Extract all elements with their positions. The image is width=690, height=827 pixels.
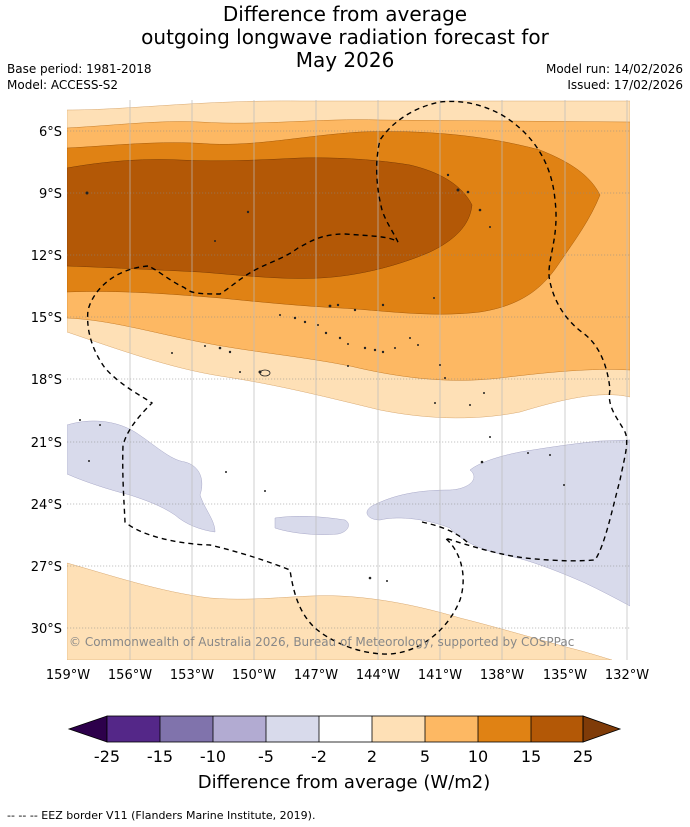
- lon-label: 138°W: [480, 668, 524, 683]
- lon-label: 159°W: [46, 668, 90, 683]
- graticule: [67, 130, 630, 629]
- colorbar-tick: 25: [573, 747, 593, 766]
- eez-legend-footer: -- -- -- EEZ border V11 (Flanders Marine…: [7, 809, 316, 822]
- copyright-credit: © Commonwealth of Australia 2026, Bureau…: [69, 635, 574, 649]
- colorbar: -25 -15 -10 -5 -2 2 5 10 15 25 Differenc…: [67, 715, 622, 793]
- colorbar-tick: 15: [521, 747, 541, 766]
- lat-label: 15°S: [31, 311, 62, 326]
- longitude-labels: 159°W 156°W 153°W 150°W 147°W 144°W 141°…: [46, 668, 649, 683]
- anomaly-band-15-to-25: [67, 157, 473, 279]
- lat-label: 9°S: [39, 187, 62, 202]
- colorbar-frame: [106, 715, 584, 743]
- lat-label: 21°S: [31, 436, 62, 451]
- colorbar-tick: -2: [311, 747, 327, 766]
- colorbar-bin: [266, 716, 319, 742]
- map-plot-area: [67, 100, 630, 660]
- lat-label: 24°S: [31, 498, 62, 513]
- anomaly-patch-neg2-to-neg5-east: [366, 439, 630, 607]
- colorbar-tick: 5: [420, 747, 430, 766]
- lat-label: 30°S: [31, 622, 62, 637]
- colorbar-tick: 10: [468, 747, 488, 766]
- colorbar-label: Difference from average (W/m2): [198, 772, 490, 793]
- island-outline: [259, 369, 271, 377]
- colorbar-bin: [319, 716, 372, 742]
- colorbar-tick: -5: [258, 747, 274, 766]
- colorbar-min-arrow: [67, 715, 108, 743]
- colorbar-bin: [425, 716, 478, 742]
- eez-borders: [86, 100, 628, 655]
- colorbar-bin: [531, 716, 583, 742]
- lon-label: 150°W: [232, 668, 276, 683]
- colorbar-bin: [372, 716, 425, 742]
- eez-border-pitcairn: [421, 521, 471, 546]
- anomaly-band-2-to-5-south: [67, 562, 613, 660]
- colorbar-bin: [160, 716, 213, 742]
- lon-label: 153°W: [170, 668, 214, 683]
- lat-label: 6°S: [39, 125, 62, 140]
- colorbar-ticks: -25 -15 -10 -5 -2 2 5 10 15 25: [94, 747, 593, 766]
- colorbar-tick: -25: [94, 747, 120, 766]
- meridians: [129, 100, 628, 660]
- colorbar-bin: [213, 716, 266, 742]
- lat-label: 12°S: [31, 249, 62, 264]
- lat-label: 18°S: [31, 373, 62, 388]
- model-run: Model run: 14/02/2026: [545, 62, 683, 76]
- lon-label: 144°W: [356, 668, 400, 683]
- colorbar-bin: [478, 716, 531, 742]
- latitude-labels: 6°S 9°S 12°S 15°S 18°S 21°S 24°S 27°S 30…: [31, 125, 62, 637]
- colorbar-bin: [107, 716, 160, 742]
- title-line-1: Difference from average: [222, 2, 468, 26]
- lat-label: 27°S: [31, 560, 62, 575]
- lon-label: 147°W: [294, 668, 338, 683]
- eez-border-french-polynesia: [86, 100, 628, 655]
- islands: [79, 173, 565, 582]
- anomaly-patch-neg2-to-neg5-center: [274, 516, 349, 535]
- issued-date: Issued: 17/02/2026: [567, 78, 683, 92]
- lon-label: 135°W: [543, 668, 587, 683]
- colorbar-max-arrow: [582, 715, 622, 743]
- title-line-2: outgoing longwave radiation forecast for: [141, 25, 549, 49]
- lon-label: 156°W: [108, 668, 152, 683]
- lon-label: 141°W: [418, 668, 462, 683]
- colorbar-tick: 2: [367, 747, 377, 766]
- colorbar-tick: -10: [200, 747, 226, 766]
- lon-label: 132°W: [605, 668, 649, 683]
- model-name: Model: ACCESS-S2: [7, 78, 119, 92]
- colorbar-dividers: [159, 716, 532, 742]
- title-line-3: May 2026: [295, 48, 395, 72]
- colorbar-tick: -15: [147, 747, 173, 766]
- base-period: Base period: 1981-2018: [7, 62, 152, 76]
